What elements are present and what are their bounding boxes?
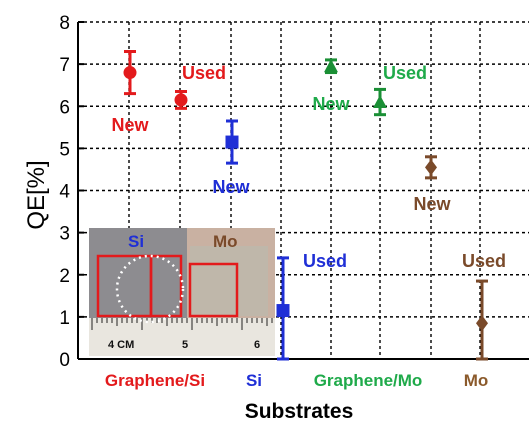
data-marks (123, 49, 488, 361)
marker-diamond (425, 159, 437, 176)
marker-triangle (324, 59, 338, 73)
point-annotations: New Used New Used New Used New Used (111, 63, 506, 271)
y-tick-label: 7 (59, 55, 70, 76)
y-axis-label: QE[%] (23, 160, 50, 229)
y-tick-label: 3 (59, 224, 70, 245)
y-tick-label: 1 (59, 308, 70, 329)
inset-si-wafer (89, 228, 187, 331)
data-point-graphene-mo-new (324, 58, 338, 75)
y-tick-label: 4 (59, 182, 70, 203)
marker-diamond (476, 315, 488, 332)
data-point-mo-new (425, 155, 437, 180)
inset-red-box-right (188, 262, 239, 318)
x-axis-label: Substrates (245, 400, 354, 423)
marker-circle (123, 66, 137, 80)
inset-ruler-label-5: 5 (182, 339, 188, 351)
data-point-si-used (276, 256, 290, 361)
data-point-graphene-si-new (123, 49, 137, 96)
y-tick-label: 2 (59, 266, 70, 287)
data-point-mo-used (476, 279, 488, 361)
category-label-si: Si (246, 371, 262, 390)
annotation-used: Used (182, 63, 226, 83)
annotation-new: New (312, 94, 350, 114)
inset-ruler (89, 318, 275, 356)
annotation-used: Used (383, 63, 427, 83)
inset-ruler-label-4cm: 4 CM (108, 339, 134, 351)
category-labels: Graphene/Si Si Graphene/Mo Mo (105, 371, 488, 390)
marker-square (276, 304, 290, 318)
inset-mo-foil (190, 246, 268, 316)
data-point-si-new (225, 119, 239, 165)
inset-photo: Si Mo 4 CM 5 6 (89, 228, 275, 356)
inset-ruler-label-6: 6 (254, 339, 260, 351)
annotation-new: New (212, 177, 250, 197)
inset-red-box-middle (149, 254, 183, 318)
annotation-new: New (111, 115, 149, 135)
annotation-used: Used (303, 251, 347, 271)
marker-circle (174, 93, 188, 107)
grid-lines (78, 22, 529, 359)
annotation-new: New (413, 194, 451, 214)
inset-label-mo: Mo (213, 232, 238, 251)
y-tick-label: 0 (59, 350, 70, 371)
category-label-graphene-si: Graphene/Si (105, 371, 205, 390)
annotation-used: Used (462, 251, 506, 271)
marker-triangle (373, 95, 387, 109)
data-point-graphene-mo-used (373, 87, 387, 117)
y-axis-ticks: 0 1 2 3 4 5 6 7 8 (59, 13, 84, 371)
y-tick-label: 6 (59, 97, 70, 118)
inset-dotted-circle (115, 254, 185, 324)
marker-square (225, 135, 239, 149)
category-label-mo: Mo (464, 371, 489, 390)
y-tick-label: 5 (59, 139, 70, 160)
category-label-graphene-mo: Graphene/Mo (314, 371, 423, 390)
inset-label-si: Si (128, 232, 144, 251)
data-point-graphene-si-used (174, 90, 188, 110)
y-tick-label: 8 (59, 13, 70, 34)
